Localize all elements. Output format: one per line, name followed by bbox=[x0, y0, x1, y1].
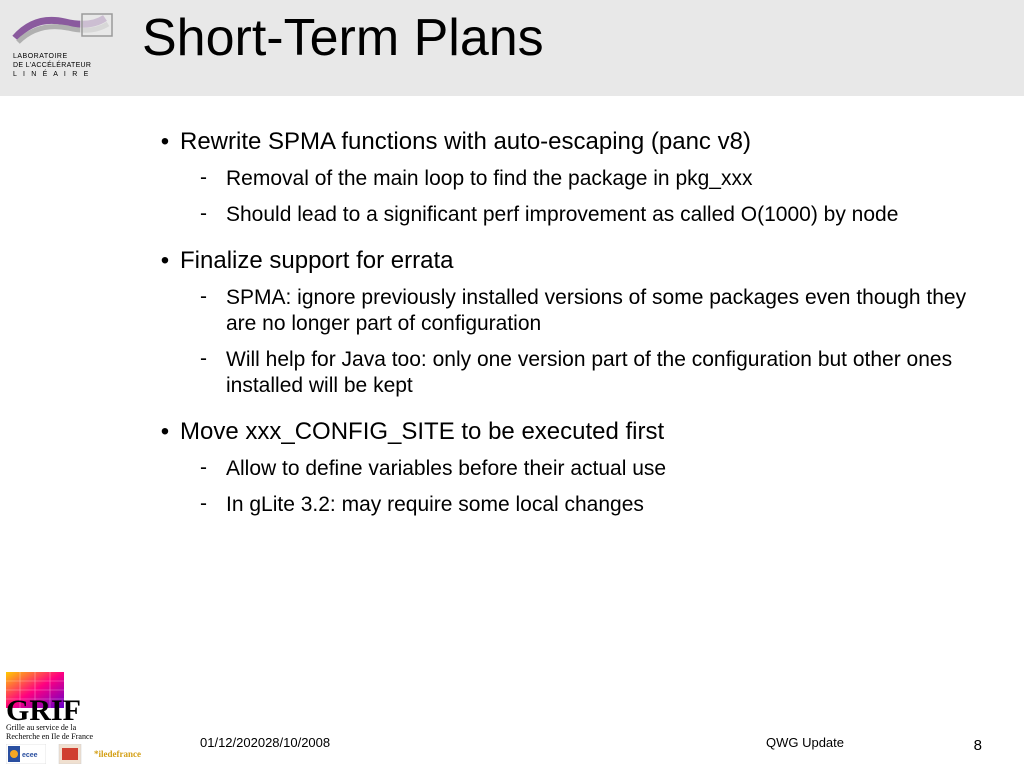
svg-text:ecee: ecee bbox=[22, 752, 38, 759]
bullet-text: Removal of the main loop to find the pac… bbox=[226, 166, 984, 192]
bullet-item: - In gLite 3.2: may require some local c… bbox=[200, 492, 984, 518]
bullet-text: Will help for Java too: only one version… bbox=[226, 347, 984, 400]
bullet-text: Rewrite SPMA functions with auto-escapin… bbox=[180, 128, 984, 156]
bullet-item: - SPMA: ignore previously installed vers… bbox=[200, 285, 984, 338]
footer: 01/12/202028/10/2008 QWG Update 8 bbox=[0, 720, 1024, 750]
bullet-item: • Rewrite SPMA functions with auto-escap… bbox=[150, 128, 984, 156]
bullet-text: In gLite 3.2: may require some local cha… bbox=[226, 492, 984, 518]
svg-text:L I N É A I R E: L I N É A I R E bbox=[13, 69, 90, 78]
idf-label: *iledefrance bbox=[94, 749, 141, 759]
bullet-text: Should lead to a significant perf improv… bbox=[226, 202, 984, 228]
bullet-marker: - bbox=[200, 347, 226, 400]
bullet-item: - Should lead to a significant perf impr… bbox=[200, 202, 984, 228]
bullet-text: Allow to define variables before their a… bbox=[226, 456, 984, 482]
bullet-item: • Finalize support for errata bbox=[150, 247, 984, 275]
svg-text:DE L'ACCÉLÉRATEUR: DE L'ACCÉLÉRATEUR bbox=[13, 60, 91, 69]
bullet-marker: - bbox=[200, 492, 226, 518]
bullet-marker: - bbox=[200, 166, 226, 192]
bullet-marker: • bbox=[150, 418, 180, 446]
bullet-item: - Allow to define variables before their… bbox=[200, 456, 984, 482]
slide: LABORATOIRE DE L'ACCÉLÉRATEUR L I N É A … bbox=[0, 0, 1024, 768]
bullet-text: SPMA: ignore previously installed versio… bbox=[226, 285, 984, 338]
footer-title: QWG Update bbox=[766, 735, 844, 750]
bullet-item: - Will help for Java too: only one versi… bbox=[200, 347, 984, 400]
lal-logo: LABORATOIRE DE L'ACCÉLÉRATEUR L I N É A … bbox=[10, 10, 130, 88]
bullet-marker: - bbox=[200, 202, 226, 228]
content-area: • Rewrite SPMA functions with auto-escap… bbox=[150, 110, 984, 522]
bullet-marker: - bbox=[200, 456, 226, 482]
bullet-text: Move xxx_CONFIG_SITE to be executed firs… bbox=[180, 418, 984, 446]
bullet-marker: • bbox=[150, 128, 180, 156]
bullet-marker: • bbox=[150, 247, 180, 275]
bullet-marker: - bbox=[200, 285, 226, 338]
bullet-item: - Removal of the main loop to find the p… bbox=[200, 166, 984, 192]
page-number: 8 bbox=[974, 737, 982, 754]
bullet-item: • Move xxx_CONFIG_SITE to be executed fi… bbox=[150, 418, 984, 446]
slide-title: Short-Term Plans bbox=[142, 8, 544, 68]
footer-date: 01/12/202028/10/2008 bbox=[200, 735, 330, 750]
svg-text:LABORATOIRE: LABORATOIRE bbox=[13, 53, 68, 60]
bullet-text: Finalize support for errata bbox=[180, 247, 984, 275]
